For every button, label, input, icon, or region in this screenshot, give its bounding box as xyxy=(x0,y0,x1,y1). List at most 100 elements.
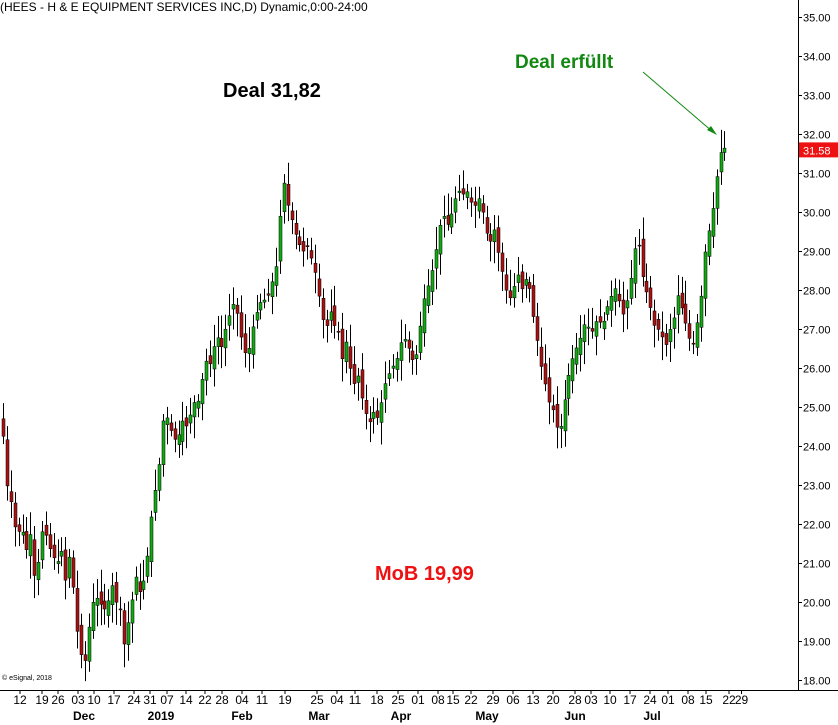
candle-body xyxy=(395,358,400,370)
candle-body xyxy=(422,298,427,334)
candle-body xyxy=(184,417,189,427)
candle-body xyxy=(559,426,564,429)
candle-body xyxy=(430,270,435,292)
x-tick-label: 04 xyxy=(235,693,249,707)
x-tick-label: 31 xyxy=(143,693,157,707)
candle-body xyxy=(488,234,493,242)
candle-body xyxy=(196,400,201,409)
candle-body xyxy=(605,306,610,315)
candle-body xyxy=(219,338,224,347)
y-axis: 18.00 19.00 20.00 21.00 22.00 23.00 24.00 25.00… xyxy=(798,0,838,690)
x-tick-label: 22 xyxy=(198,693,212,707)
x-tick-label: 19 xyxy=(278,693,292,707)
candle-body xyxy=(110,585,115,605)
candle-body xyxy=(71,557,76,588)
candle-body xyxy=(449,213,454,228)
candle-body xyxy=(301,241,306,252)
candle-body xyxy=(656,319,661,330)
candle-body xyxy=(485,217,490,234)
candle-body xyxy=(641,238,646,277)
candle-body xyxy=(262,299,267,303)
candle-body xyxy=(177,434,182,445)
candle-body xyxy=(91,602,96,631)
x-axis: 12 19 26 03 10 17 24 31 07 14 22 28 04 11 19 25 04 11 18 25… xyxy=(0,690,838,723)
candle-body xyxy=(114,582,119,603)
x-tick-label: 04 xyxy=(330,693,344,707)
x-tick-label: 08 xyxy=(431,693,445,707)
candle-body xyxy=(680,292,685,309)
candle-body xyxy=(247,348,252,354)
candle-body xyxy=(122,610,127,645)
candle-body xyxy=(360,369,365,399)
candle-body xyxy=(613,288,618,302)
annotation-mob: MoB 19,99 xyxy=(375,563,474,585)
x-tick-label: 10 xyxy=(603,693,617,707)
candle-body xyxy=(442,216,447,219)
candle-body xyxy=(134,576,139,595)
candle-body xyxy=(40,531,45,561)
x-tick-label: 12 xyxy=(13,693,27,707)
y-tick-label: 32.00 xyxy=(803,130,831,142)
candle-body xyxy=(118,608,123,611)
candle-body xyxy=(99,591,104,605)
last-price-label: 31.58 xyxy=(803,145,831,157)
x-tick-label: 28 xyxy=(568,693,582,707)
candle-body xyxy=(188,414,193,424)
candle-body xyxy=(531,285,536,317)
candle-body xyxy=(126,622,131,645)
annotation-deal-fulfilled: Deal erfüllt xyxy=(515,52,614,73)
candle-body xyxy=(173,428,178,440)
candle-body xyxy=(371,412,376,419)
candle-body xyxy=(403,339,408,342)
x-tick-label: 07 xyxy=(160,693,174,707)
candle-body xyxy=(5,439,10,487)
x-month-label: Feb xyxy=(231,709,252,723)
x-tick-label: 03 xyxy=(71,693,85,707)
candle-body xyxy=(508,290,513,299)
candle-body xyxy=(668,329,673,343)
candle-body xyxy=(28,534,33,557)
candle-body xyxy=(379,402,384,423)
candle-body xyxy=(59,551,64,557)
candle-body xyxy=(469,197,474,203)
candle-body xyxy=(309,250,314,259)
candle-body xyxy=(637,244,642,247)
candle-body xyxy=(594,321,599,337)
candle-body xyxy=(633,248,638,284)
candle-body xyxy=(664,333,669,345)
x-tick-label: 11 xyxy=(256,693,269,707)
candle-body xyxy=(255,312,260,321)
x-tick-label: 24 xyxy=(127,693,141,707)
candle-body xyxy=(676,295,681,315)
candle-body xyxy=(383,383,388,400)
candle-body xyxy=(169,422,174,431)
candle-body xyxy=(520,271,525,290)
candle-body xyxy=(434,249,439,269)
candle-body xyxy=(231,304,236,310)
candle-body xyxy=(329,311,334,321)
y-tick-label: 28.00 xyxy=(803,286,831,298)
y-tick-label: 21.00 xyxy=(803,559,831,571)
candle-body xyxy=(512,286,517,299)
chart-title: (HEES - H & E EQUIPMENT SERVICES INC,D) … xyxy=(0,0,368,14)
candle-body xyxy=(410,350,415,360)
candle-body xyxy=(208,355,213,365)
candle-body xyxy=(574,347,579,365)
candle-body xyxy=(551,405,556,411)
x-tick-label: 22 xyxy=(464,693,478,707)
candle-body xyxy=(56,561,61,564)
candle-body xyxy=(477,198,482,212)
x-tick-label: 06 xyxy=(506,693,520,707)
y-tick-label: 31.00 xyxy=(803,169,831,181)
candle-body xyxy=(87,626,92,662)
candle-body xyxy=(407,339,412,349)
candle-body xyxy=(305,245,310,247)
y-tick-label: 35.00 xyxy=(803,13,831,25)
candle-body xyxy=(63,549,68,581)
candle-body xyxy=(75,588,80,632)
candle-body xyxy=(453,198,458,213)
candle-body xyxy=(200,379,205,405)
candle-body xyxy=(660,331,665,338)
candlestick-series xyxy=(1,129,727,682)
candle-body xyxy=(251,326,256,355)
